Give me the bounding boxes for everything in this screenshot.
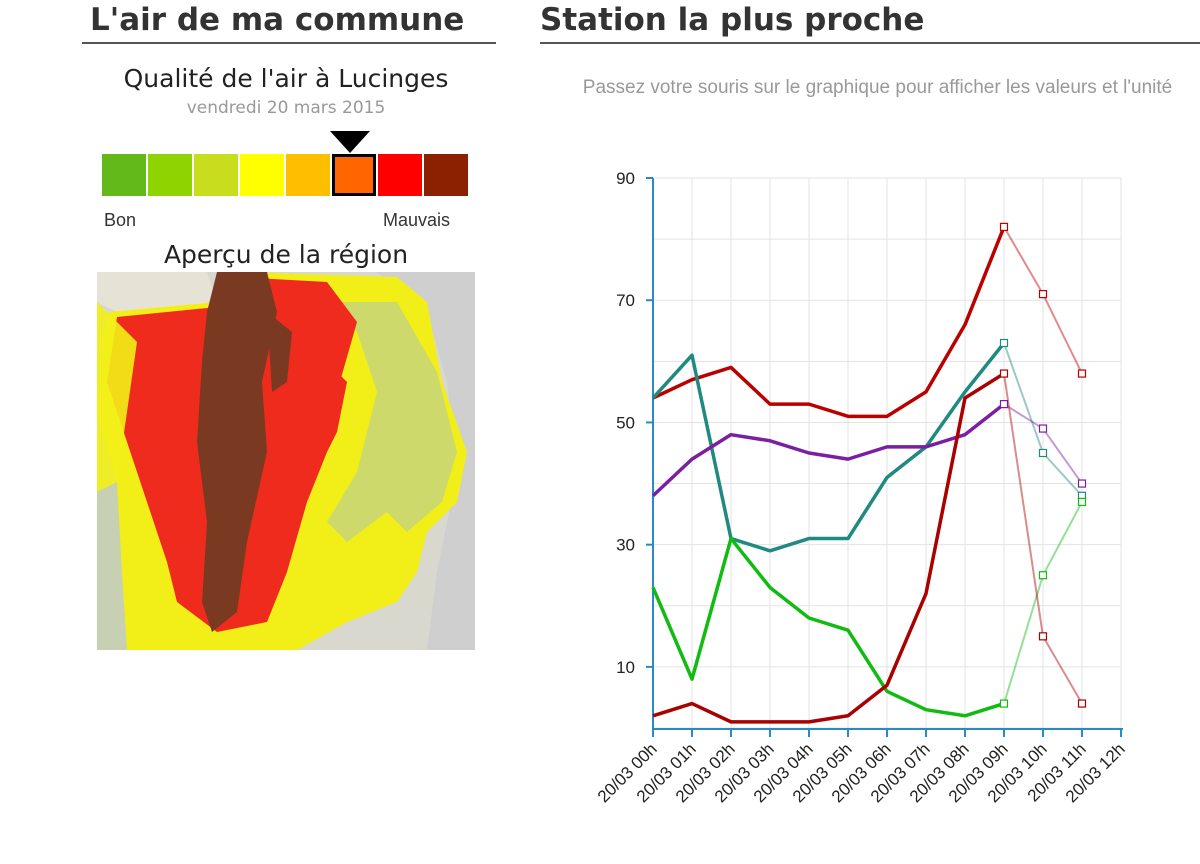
series-2-forecast-point	[1038, 448, 1048, 458]
region-pollution-map	[97, 272, 475, 650]
chart-hint: Passez votre souris sur le graphique pou…	[582, 77, 1173, 98]
series-4-measured-line	[651, 536, 1005, 718]
air-quality-date: vendredi 20 mars 2015	[186, 98, 386, 118]
region-title: Aperçu de la région	[163, 240, 409, 269]
series-1-forecast-point	[1077, 369, 1087, 378]
series-4-forecast-point	[1038, 571, 1048, 580]
y-tick-label: 10	[616, 658, 635, 677]
level-pointer-icon	[330, 131, 370, 153]
scale-label-good: Bon	[104, 210, 137, 230]
series-5-measured-line	[652, 372, 1005, 724]
scale-level-6	[332, 154, 376, 196]
scale-level-4	[240, 154, 284, 196]
series-5-forecast-point	[1077, 699, 1087, 708]
series-1-forecast-point	[1038, 290, 1048, 299]
series-3-forecast-point	[1038, 424, 1048, 433]
series-1-forecast-point	[999, 222, 1009, 231]
commune-heading: L'air de ma commune	[82, 2, 496, 44]
station-heading: Station la plus proche	[540, 2, 1200, 44]
y-tick-label: 30	[616, 536, 635, 555]
series-5-forecast-point	[1038, 632, 1048, 641]
y-tick-label: 50	[616, 413, 635, 432]
series-2-forecast-point	[999, 338, 1009, 348]
scale-level-1	[102, 154, 146, 196]
series-4-forecast-point	[999, 699, 1009, 708]
chart-series	[651, 222, 1087, 724]
chart-grid	[652, 177, 1122, 729]
y-tick-label: 90	[616, 169, 635, 188]
y-tick-label: 70	[616, 291, 635, 310]
air-quality-title: Qualité de l'air à Lucinges	[123, 64, 449, 93]
series-5-forecast-point	[999, 369, 1009, 378]
series-3-forecast-point	[1077, 479, 1087, 488]
scale-level-5	[286, 154, 330, 196]
scale-level-7	[378, 154, 422, 196]
series-3-measured-line	[651, 402, 1006, 498]
scale-label-bad: Mauvais	[383, 210, 451, 230]
scale-level-8	[424, 154, 468, 196]
scale-level-3	[194, 154, 238, 196]
chart-axes	[646, 177, 1123, 737]
scale-level-2	[148, 154, 192, 196]
series-4-forecast-point	[1077, 497, 1087, 506]
series-3-forecast-point	[999, 400, 1009, 409]
series-1-measured-line	[652, 226, 1006, 419]
